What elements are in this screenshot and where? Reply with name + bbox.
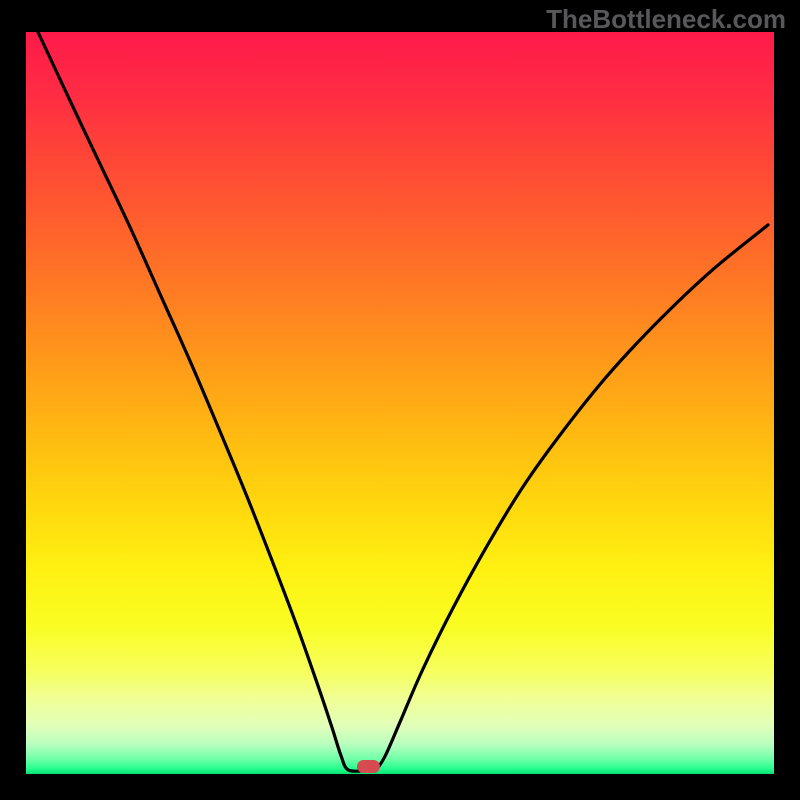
curve-svg [26, 32, 774, 774]
optimal-point-marker [357, 760, 379, 773]
watermark-text: TheBottleneck.com [546, 4, 786, 35]
watermark-label: TheBottleneck.com [546, 4, 786, 34]
gradient-background [26, 32, 774, 774]
plot-area [26, 32, 774, 774]
